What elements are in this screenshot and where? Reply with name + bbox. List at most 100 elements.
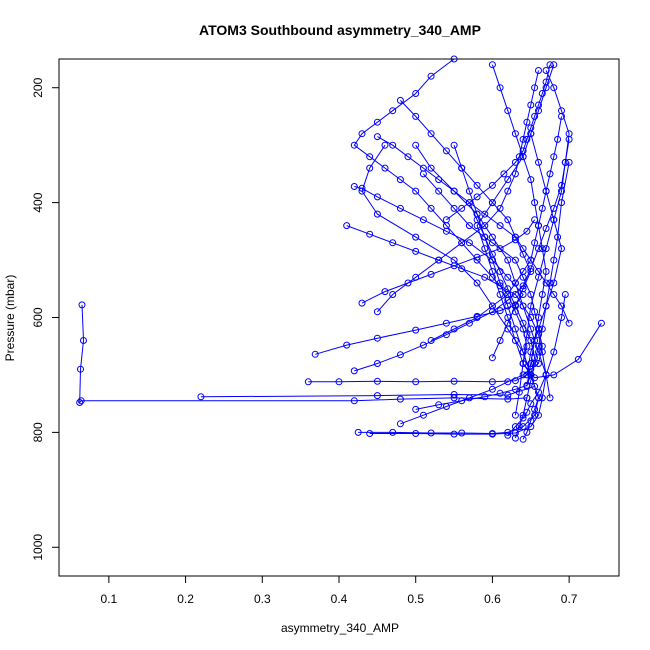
data-point [504,395,512,403]
data-point [515,388,523,396]
series-line [507,294,566,436]
data-point [366,153,374,161]
data-point [488,378,496,386]
data-point [496,204,504,212]
data-point [427,164,435,172]
data-point [527,337,535,344]
y-tick-label: 800 [31,422,45,442]
data-point [519,348,527,356]
data-point [535,314,542,321]
data-point [558,245,565,253]
data-point [550,371,558,379]
data-point [481,233,489,241]
data-point [427,130,435,138]
data-point [350,397,358,405]
x-tick-label: 0.2 [177,592,194,606]
data-point [531,360,539,367]
data-point [396,204,404,212]
data-point [496,84,504,92]
data-point [523,227,531,235]
data-point [465,222,473,230]
data-point [343,222,351,230]
data-point [412,112,420,120]
data-point [458,429,466,437]
series-line [491,64,547,387]
data-point [473,193,481,201]
data-point [488,385,496,393]
data-point [519,414,527,422]
data-point [531,112,539,120]
data-point [427,72,435,80]
data-point [366,430,374,437]
data-point [396,395,404,403]
data-point [504,107,512,115]
data-point [473,181,481,189]
data-point [473,279,481,287]
data-point [481,222,489,230]
data-point [412,326,420,334]
data-point [488,430,496,438]
data-point [519,360,527,367]
data-point [558,199,565,207]
data-point [500,170,508,178]
data-point [531,308,539,316]
x-axis-label: asymmetry_340_AMP [281,621,399,635]
data-point [442,216,450,224]
data-point [523,428,531,436]
axes-layer: 0.1 0.2 0.3 0.4 0.5 0.6 0.7 200 400 600 800 1000 [31,77,578,606]
data-point [519,135,527,143]
data-point [558,112,565,120]
data-point [535,67,542,74]
data-point [558,302,565,310]
data-point [419,216,427,224]
data-point [527,176,535,184]
data-point [381,164,389,172]
data-point [465,187,473,195]
data-point [427,270,435,278]
data-point [535,245,542,253]
data-point [504,187,512,195]
data-point [354,428,362,436]
data-point [427,337,435,344]
data-point [496,268,504,275]
data-point [527,101,535,109]
data-point [435,176,443,184]
data-point [519,285,527,293]
data-point [450,141,458,149]
data-point [546,61,554,69]
data-point [511,236,519,244]
data-point [435,401,443,409]
data-point [558,314,565,321]
data-point [515,153,523,161]
data-point [542,268,550,275]
data-point [373,392,381,400]
data-point [496,279,504,287]
data-point [77,365,84,373]
data-point [515,423,523,431]
data-point [550,153,558,161]
data-point [535,342,542,350]
data-point [496,291,504,298]
data-point [78,301,86,309]
data-point [550,84,558,92]
data-point [404,279,412,287]
data-point [373,118,381,126]
data-point [554,135,562,143]
data-point [373,360,381,367]
data-point [546,394,554,402]
data-point [419,411,427,419]
data-point [442,227,450,235]
y-tick-label: 200 [31,77,45,97]
x-tick-label: 0.7 [561,592,578,606]
series-line [377,136,570,324]
data-point [542,279,550,287]
data-point [538,90,546,97]
data-point [511,279,519,287]
data-point [343,341,351,349]
data-point [450,262,458,270]
data-point [550,216,558,224]
data-point [427,429,435,437]
data-point [565,130,573,138]
series-line [514,70,570,416]
data-point [531,84,539,92]
